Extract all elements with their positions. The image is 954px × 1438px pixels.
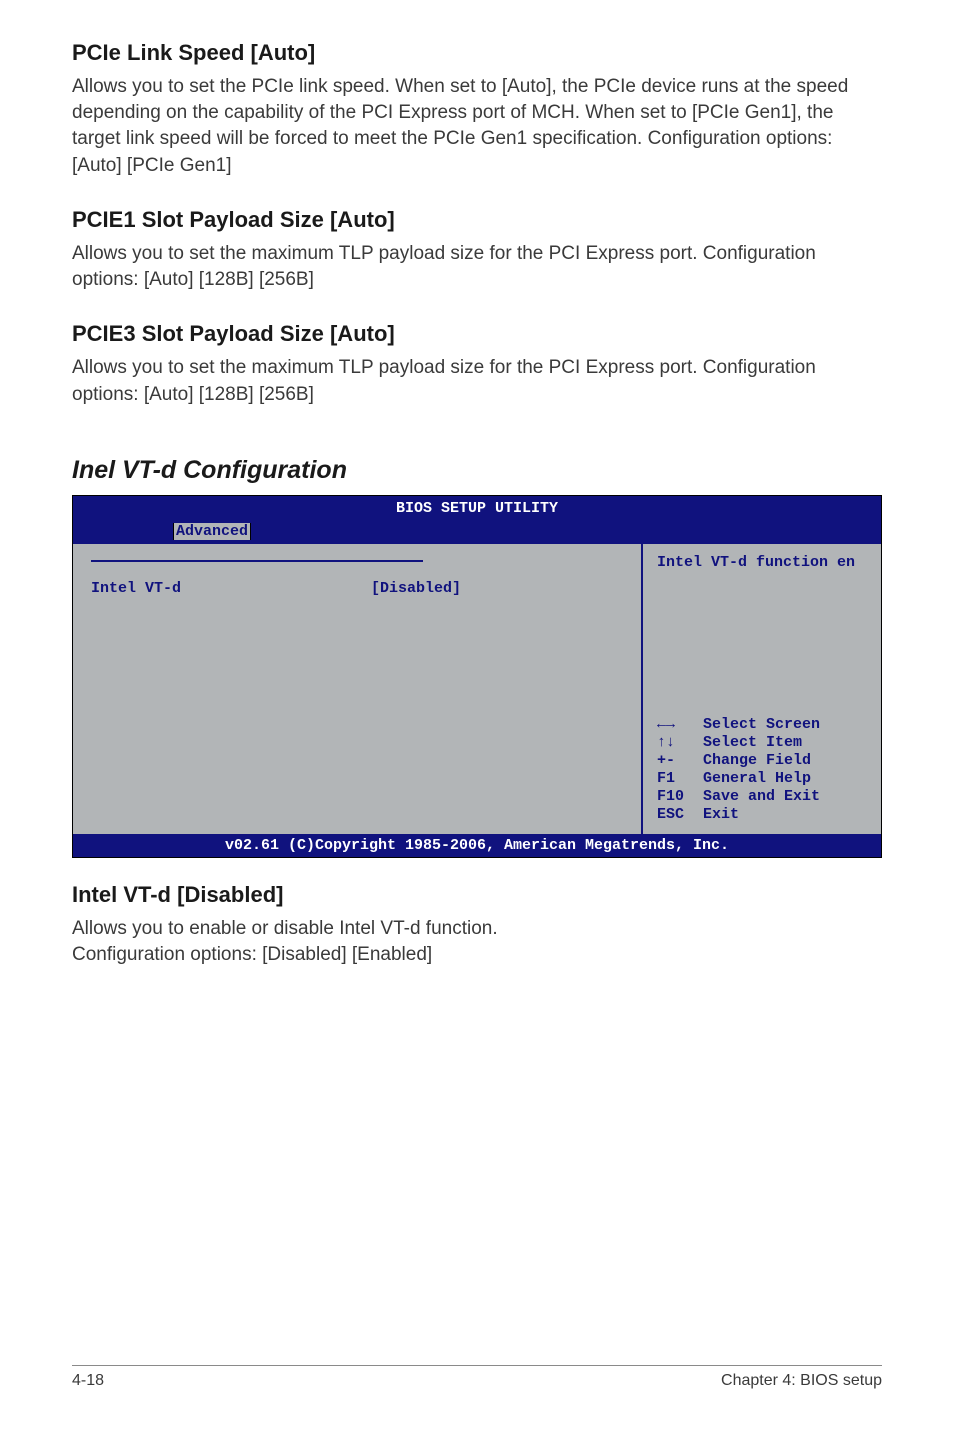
bios-key: ←→ xyxy=(657,716,703,733)
bios-item-value: [Disabled] xyxy=(371,580,461,597)
bios-key: F1 xyxy=(657,770,703,787)
bios-key-row: ESCExit xyxy=(657,806,869,823)
bios-key-help: ←→Select Screen ↑↓Select Item +-Change F… xyxy=(657,716,869,824)
bios-tab-advanced: Advanced xyxy=(173,523,251,540)
section-pcie1-slot: PCIE1 Slot Payload Size [Auto] Allows yo… xyxy=(72,207,882,293)
bios-key-label: Select Screen xyxy=(703,716,820,733)
bios-key: F10 xyxy=(657,788,703,805)
bios-key: ESC xyxy=(657,806,703,823)
heading-pcie-link-speed: PCIe Link Speed [Auto] xyxy=(72,40,882,66)
bios-item-intel-vtd: Intel VT-d [Disabled] xyxy=(91,580,627,597)
bios-body: Intel VT-d [Disabled] Intel VT-d functio… xyxy=(73,544,881,834)
page-number: 4-18 xyxy=(72,1372,104,1390)
bios-item-label: Intel VT-d xyxy=(91,580,371,597)
bios-key-label: Save and Exit xyxy=(703,788,820,805)
body-pcie-link-speed: Allows you to set the PCIe link speed. W… xyxy=(72,74,882,179)
bios-divider xyxy=(91,560,423,562)
bios-key: ↑↓ xyxy=(657,734,703,751)
heading-pcie1-slot: PCIE1 Slot Payload Size [Auto] xyxy=(72,207,882,233)
body-pcie3-slot: Allows you to set the maximum TLP payloa… xyxy=(72,355,882,407)
bios-key-row: ←→Select Screen xyxy=(657,716,869,733)
section-intel-vtd: Intel VT-d [Disabled] Allows you to enab… xyxy=(72,882,882,968)
bios-titlebar: BIOS SETUP UTILITY Advanced xyxy=(73,496,881,544)
bios-key-label: General Help xyxy=(703,770,811,787)
bios-key-label: Select Item xyxy=(703,734,802,751)
bios-key-row: F10Save and Exit xyxy=(657,788,869,805)
bios-key: +- xyxy=(657,752,703,769)
body-pcie1-slot: Allows you to set the maximum TLP payloa… xyxy=(72,241,882,293)
bios-left-panel: Intel VT-d [Disabled] xyxy=(73,544,641,834)
bios-key-row: ↑↓Select Item xyxy=(657,734,869,751)
bios-key-row: F1General Help xyxy=(657,770,869,787)
bios-key-row: +-Change Field xyxy=(657,752,869,769)
bios-footer: v02.61 (C)Copyright 1985-2006, American … xyxy=(73,834,881,857)
section-pcie-link-speed: PCIe Link Speed [Auto] Allows you to set… xyxy=(72,40,882,179)
bios-screenshot: BIOS SETUP UTILITY Advanced Intel VT-d [… xyxy=(72,495,882,858)
page-footer: 4-18 Chapter 4: BIOS setup xyxy=(72,1365,882,1390)
heading-intel-vtd: Intel VT-d [Disabled] xyxy=(72,882,882,908)
body-intel-vtd-2: Configuration options: [Disabled] [Enabl… xyxy=(72,942,882,968)
bios-help-text: Intel VT-d function en xyxy=(657,554,869,571)
bios-right-panel: Intel VT-d function en ←→Select Screen ↑… xyxy=(641,544,881,834)
section-pcie3-slot: PCIE3 Slot Payload Size [Auto] Allows yo… xyxy=(72,321,882,407)
heading-pcie3-slot: PCIE3 Slot Payload Size [Auto] xyxy=(72,321,882,347)
bios-key-label: Exit xyxy=(703,806,739,823)
heading-vtd-config: Inel VT-d Configuration xyxy=(72,456,882,485)
bios-key-label: Change Field xyxy=(703,752,811,769)
bios-title: BIOS SETUP UTILITY xyxy=(396,500,558,517)
body-intel-vtd-1: Allows you to enable or disable Intel VT… xyxy=(72,916,882,942)
chapter-label: Chapter 4: BIOS setup xyxy=(721,1372,882,1390)
